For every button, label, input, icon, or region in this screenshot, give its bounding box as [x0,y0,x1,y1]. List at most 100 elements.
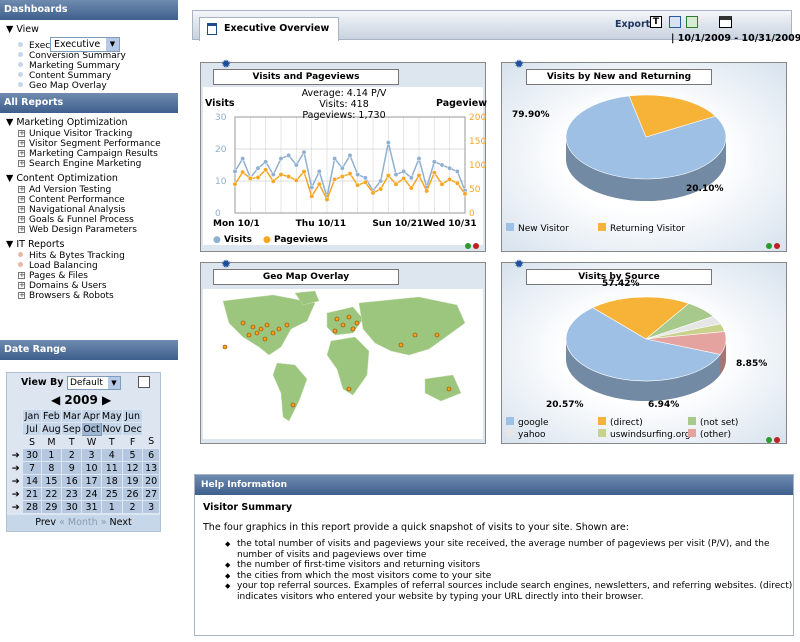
prev-year-arrow[interactable]: ◀ [51,393,61,407]
report-link[interactable]: + Goals & Funnel Process [0,215,178,225]
day-cell[interactable]: 10 [81,461,102,475]
data-point-pageviews[interactable] [462,191,468,197]
month-cell[interactable]: Oct [81,422,102,436]
day-cell[interactable]: 7 [22,461,42,475]
data-point-pageviews[interactable] [454,180,460,186]
day-cell[interactable]: 24 [81,487,102,501]
day-cell[interactable]: 26 [121,487,144,501]
print-icon[interactable] [719,16,732,28]
red-status-icon[interactable] [774,243,780,249]
month-cell[interactable]: Dec [121,422,144,436]
data-point-pageviews[interactable] [255,175,261,180]
data-point-pageviews[interactable] [270,178,276,184]
view-by-select[interactable]: Default ▼ [67,376,121,390]
day-cell[interactable]: 23 [61,487,83,501]
pie-slice--direct-[interactable] [592,296,690,340]
data-point-pageviews[interactable] [309,193,315,199]
data-point-pageviews[interactable] [378,186,384,192]
report-link[interactable]: + Domains & Users [0,281,178,291]
export-excel-icon[interactable] [686,16,698,28]
data-point-pageviews[interactable] [393,181,399,187]
data-point-visits[interactable] [355,172,361,178]
data-point-visits[interactable] [362,175,368,181]
data-point-visits[interactable] [240,156,246,162]
data-point-visits[interactable] [332,156,338,162]
data-point-pageviews[interactable] [447,176,453,182]
export-image-icon[interactable] [669,16,681,28]
day-cell[interactable]: 30 [61,500,83,514]
data-point-visits[interactable] [339,165,345,171]
day-cell[interactable]: 3 [142,500,160,514]
data-point-visits[interactable] [286,152,292,158]
data-point-visits[interactable] [439,162,445,168]
data-point-pageviews[interactable] [247,175,253,181]
data-point-pageviews[interactable] [416,173,422,179]
week-select-arrow[interactable]: ➔ [11,501,20,513]
data-point-pageviews[interactable] [278,172,284,178]
data-point-pageviews[interactable] [424,188,430,194]
tab-executive-overview[interactable]: Executive Overview [199,17,339,41]
red-status-icon[interactable] [473,243,479,249]
data-point-visits[interactable] [447,165,453,171]
day-cell[interactable]: 30 [22,448,42,462]
month-cell[interactable]: Aug [40,422,63,436]
month-cell[interactable]: Apr [81,409,102,423]
data-point-visits[interactable] [408,175,414,181]
day-cell[interactable]: 25 [100,487,123,501]
data-point-visits[interactable] [278,156,284,162]
data-point-pageviews[interactable] [401,175,407,181]
day-cell[interactable]: 2 [121,500,144,514]
data-point-pageviews[interactable] [324,197,330,203]
pie-slice--other-[interactable] [645,331,727,355]
data-point-visits[interactable] [255,165,261,171]
day-cell[interactable]: 22 [40,487,63,501]
report-group[interactable]: ▼ Marketing Optimization [0,116,178,129]
data-point-visits[interactable] [378,178,384,184]
data-point-pageviews[interactable] [316,181,322,187]
data-point-pageviews[interactable] [408,185,414,191]
day-cell[interactable]: 27 [142,487,160,501]
view-select[interactable]: Executive ▼ [50,37,120,52]
data-point-pageviews[interactable] [240,169,246,175]
day-cell[interactable]: 29 [40,500,63,514]
green-status-icon[interactable] [766,437,772,443]
month-cell[interactable]: Feb [40,409,63,423]
report-link[interactable]: Hits & Bytes Tracking [0,251,178,261]
data-point-visits[interactable] [431,159,437,165]
day-cell[interactable]: 4 [100,448,123,462]
day-cell[interactable]: 20 [142,474,160,488]
report-link[interactable]: + Web Design Parameters [0,225,178,235]
day-cell[interactable]: 8 [40,461,63,475]
dashboard-link[interactable]: Conversion Summary [0,51,178,61]
report-link[interactable]: + Marketing Campaign Results [0,149,178,159]
next-year-arrow[interactable]: ▶ [102,393,112,407]
data-point-visits[interactable] [454,168,460,174]
day-cell[interactable]: 21 [22,487,42,501]
day-cell[interactable]: 16 [61,474,83,488]
day-cell[interactable]: 1 [40,448,63,462]
data-point-visits[interactable] [416,156,422,162]
data-point-pageviews[interactable] [232,181,238,187]
week-select-arrow[interactable]: ➔ [11,462,20,474]
week-select-arrow[interactable]: ➔ [11,475,20,487]
pie-slice-returning-visitor[interactable] [628,94,717,138]
month-cell[interactable]: Mar [61,409,83,423]
data-point-visits[interactable] [347,152,353,158]
next-button[interactable]: Next [109,517,132,528]
month-cell[interactable]: May [100,409,123,423]
report-link[interactable]: + Unique Visitor Tracking [0,129,178,139]
data-point-visits[interactable] [270,172,276,178]
day-cell[interactable]: 17 [81,474,102,488]
report-group[interactable]: ▼ Content Optimization [0,172,178,185]
week-select-arrow[interactable]: ➔ [11,449,20,461]
report-group[interactable]: ▼ IT Reports [0,238,178,251]
green-status-icon[interactable] [465,243,471,249]
month-cell[interactable]: Nov [100,422,123,436]
data-point-visits[interactable] [232,168,238,174]
report-link[interactable]: + Browsers & Robots [0,291,178,301]
data-point-pageviews[interactable] [263,167,269,173]
day-cell[interactable]: 15 [40,474,63,488]
day-cell[interactable]: 19 [121,474,144,488]
data-point-visits[interactable] [393,172,399,178]
day-cell[interactable]: 6 [142,448,160,462]
